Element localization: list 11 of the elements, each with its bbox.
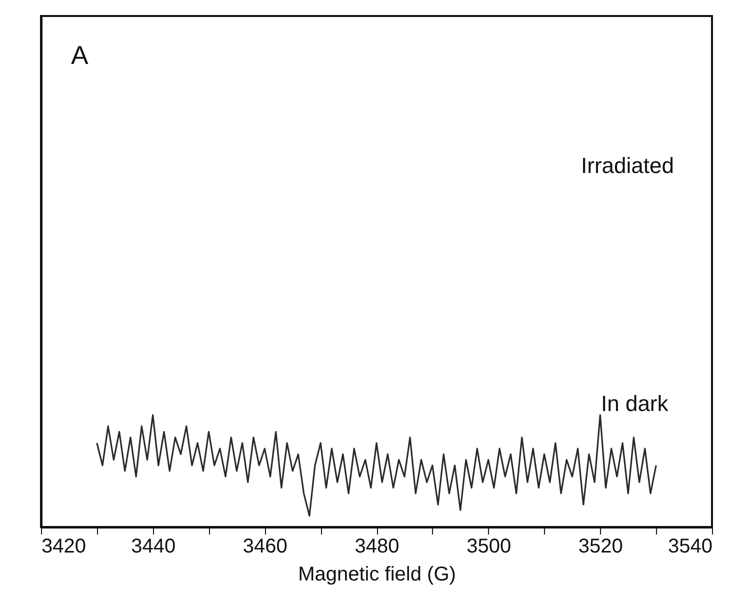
text: Irradiated	[581, 153, 674, 178]
x-tick-label: 3540	[668, 536, 712, 558]
x-tick-label: 3460	[242, 536, 288, 558]
x-tick-label: 3520	[578, 536, 623, 558]
x-tick-label: 3480	[354, 536, 400, 558]
annotation: In dark	[601, 391, 670, 416]
x-axis-title: Magnetic field (G)	[298, 564, 456, 586]
x-tick-label: 3420	[42, 536, 86, 558]
text: A	[71, 40, 89, 70]
x-tick-label: 3440	[131, 536, 176, 558]
x-tick-label: 3500	[466, 536, 512, 558]
